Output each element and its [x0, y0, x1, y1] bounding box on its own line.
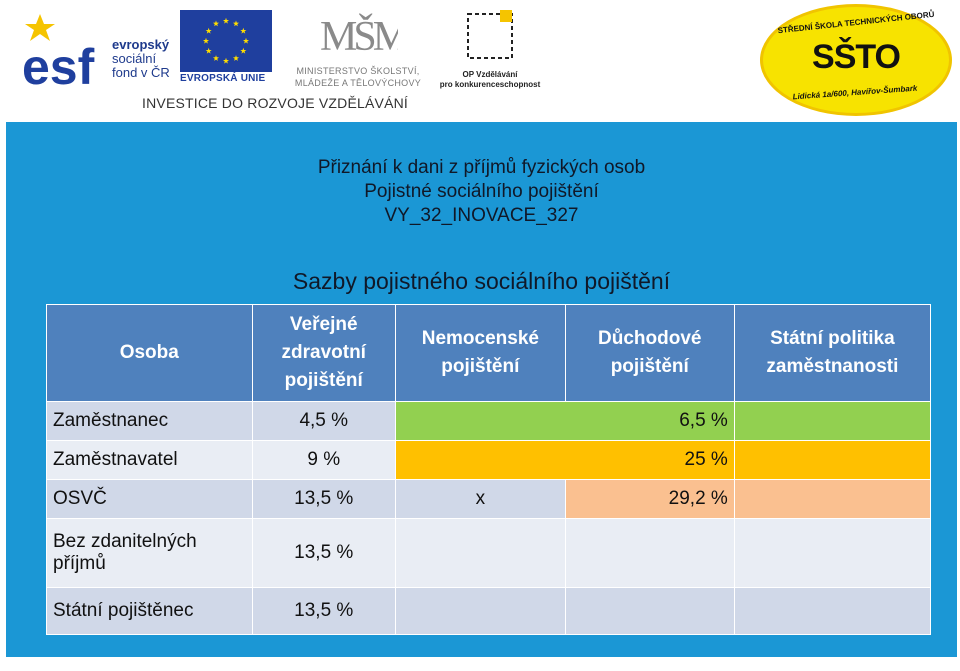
eu-star-icon	[205, 27, 212, 34]
row-health: 13,5 %	[251, 479, 396, 519]
op-line-2: pro konkurenceschopnost	[439, 80, 541, 89]
header-line-3: VY_32_INOVACE_327	[384, 205, 579, 226]
eu-star-icon	[222, 17, 230, 24]
table-row: Zaměstnanec 4,5 % 6,5 %	[46, 401, 932, 441]
eu-flag-icon	[180, 10, 272, 72]
row-policy	[733, 518, 932, 588]
eu-star-icon	[212, 55, 220, 61]
msmt-logo: MŠMT MINISTERSTVO ŠKOLSTVÍ, MLÁDEŽE A TĚ…	[278, 8, 438, 92]
school-logo-main: SŠTO	[812, 38, 901, 76]
msmt-mark-icon: MŠMT	[320, 13, 398, 60]
header-line-1: Přiznání k dani z příjmů fyzických osob	[317, 157, 646, 178]
op-logo: OP Vzdělávání pro konkurenceschopnost	[440, 8, 540, 92]
slide: Přiznání k dani z příjmů fyzických osob …	[6, 122, 957, 657]
header-person: Osoba	[46, 304, 253, 402]
esf-line-2: sociální	[112, 51, 157, 66]
esf-mark-icon: esf	[20, 10, 110, 88]
logo-bar: esf evropský sociální fond v ČR EVROPSKÁ…	[0, 0, 960, 122]
row-health: 4,5 %	[251, 401, 396, 441]
row-sickness	[394, 587, 566, 635]
eu-star-icon	[242, 37, 250, 44]
eu-star-icon	[232, 20, 240, 27]
svg-text:MŠMT: MŠMT	[320, 13, 398, 60]
table-row: Bez zdanitelných příjmů 13,5 %	[46, 518, 932, 588]
header-employment-policy: Státní politika zaměstnanosti	[733, 304, 932, 402]
esf-line-3: fond v ČR	[112, 65, 170, 80]
row-health: 13,5 %	[251, 587, 396, 635]
row-sickness: x	[394, 479, 566, 519]
row-policy	[733, 587, 932, 635]
header-line-2: Pojistné sociálního pojištění	[364, 181, 599, 202]
rates-table: Osoba Veřejné zdravotní pojištění Nemoce…	[46, 304, 932, 635]
eu-star-icon	[205, 47, 212, 54]
op-line-1: OP Vzdělávání	[462, 70, 518, 79]
header-sickness: Nemocenské pojištění	[394, 304, 566, 402]
school-logo-oval	[760, 4, 952, 116]
bottom-strip	[0, 657, 960, 671]
row-policy	[733, 440, 932, 480]
eu-star-icon	[240, 47, 247, 54]
row-policy	[733, 479, 932, 519]
svg-text:esf: esf	[22, 39, 95, 88]
header-health: Veřejné zdravotní pojištění	[251, 304, 396, 402]
row-name: Bez zdanitelných příjmů	[46, 518, 253, 588]
eu-star-icon	[202, 37, 210, 44]
eu-star-icon	[212, 20, 220, 27]
table-row: OSVČ 13,5 % x 29,2 %	[46, 479, 932, 519]
eu-label: EVROPSKÁ UNIE	[180, 73, 266, 84]
row-name: OSVČ	[46, 479, 253, 519]
row-name: Zaměstnanec	[46, 401, 253, 441]
row-pension: 6,5 %	[394, 401, 735, 441]
eu-logo: EVROPSKÁ UNIE	[180, 10, 272, 85]
table-row: Státní pojištěnec 13,5 %	[46, 587, 932, 635]
row-pension: 29,2 %	[564, 479, 735, 519]
slide-header: Přiznání k dani z příjmů fyzických osob …	[6, 156, 957, 228]
eu-star-icon	[232, 55, 240, 61]
table-row: Zaměstnavatel 9 % 25 %	[46, 440, 932, 480]
op-mark-icon	[467, 10, 513, 59]
row-name: Zaměstnavatel	[46, 440, 253, 480]
eu-star-icon	[222, 57, 230, 64]
row-sickness	[394, 518, 566, 588]
esf-text: evropský sociální fond v ČR	[112, 38, 170, 80]
tagline: INVESTICE DO ROZVOJE VZDĚLÁVÁNÍ	[142, 95, 409, 111]
row-health: 9 %	[251, 440, 396, 480]
table-header-row: Osoba Veřejné zdravotní pojištění Nemoce…	[46, 304, 932, 402]
esf-line-1: evropský	[112, 37, 170, 52]
msmt-line-1: MINISTERSTVO ŠKOLSTVÍ,	[296, 66, 420, 76]
msmt-line-2: MLÁDEŽE A TĚLOVÝCHOVY	[294, 78, 422, 88]
row-policy	[733, 401, 932, 441]
eu-stars-icon	[202, 17, 250, 64]
eu-star-icon	[240, 27, 247, 34]
table-title: Sazby pojistného sociálního pojištění	[292, 268, 671, 294]
esf-logo: esf evropský sociální fond v ČR	[20, 10, 180, 90]
school-logo: STŘEDNÍ ŠKOLA TECHNICKÝCH OBORŮ SŠTO Lid…	[760, 4, 952, 116]
row-pension: 25 %	[394, 440, 735, 480]
row-pension	[564, 518, 735, 588]
row-health: 13,5 %	[251, 518, 396, 588]
row-name: Státní pojištěnec	[46, 587, 253, 635]
row-pension	[564, 587, 735, 635]
header-pension: Důchodové pojištění	[564, 304, 735, 402]
